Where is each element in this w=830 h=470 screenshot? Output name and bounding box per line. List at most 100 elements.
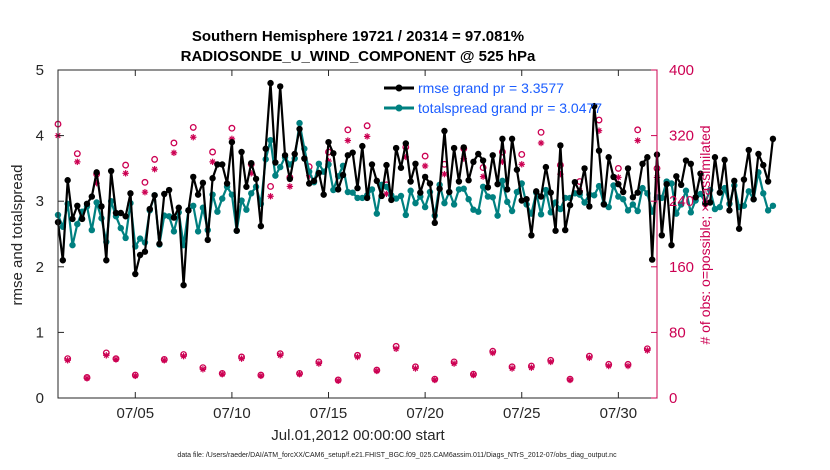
rmse-point (426, 180, 434, 187)
rmse-point (267, 79, 274, 87)
rmse-point (248, 159, 255, 167)
spread-point (272, 172, 279, 179)
obs-assimilated-marker (615, 174, 622, 181)
obs-possible-marker (518, 151, 526, 158)
obs-assimilated-marker (112, 356, 120, 363)
legend: rmse grand pr = 3.3577 totalspread grand… (384, 80, 602, 116)
obs-assimilated-stroke (296, 371, 303, 377)
obs-assimilated-stroke (441, 171, 448, 177)
obs-assimilated-marker (470, 371, 477, 379)
obs-assimilated-marker (644, 347, 651, 354)
rmse-point (552, 227, 559, 234)
spread-point (421, 203, 429, 211)
spread-point (595, 182, 603, 190)
rmse-point (431, 219, 438, 227)
spread-point (591, 192, 598, 199)
obs-assimilated-stroke (538, 140, 544, 146)
rmse-point (586, 203, 593, 210)
rmse-point (78, 215, 86, 223)
obs-assimilated-stroke (528, 364, 535, 371)
x-tick-label: 07/20 (406, 405, 444, 422)
rmse-point (663, 180, 670, 188)
rmse-point (156, 240, 163, 248)
obs-assimilated-stroke (64, 357, 71, 363)
spread-point (450, 201, 458, 208)
obs-assimilated-marker (586, 354, 593, 362)
rmse-point (731, 177, 738, 185)
obs-assimilated-marker (151, 166, 158, 173)
y-right-tick-label: 80 (669, 324, 686, 341)
rmse-point (334, 186, 342, 193)
rmse-point (161, 190, 168, 198)
obs-assimilated-stroke (432, 377, 438, 383)
obs-assimilated-stroke (470, 372, 477, 378)
rmse-point (537, 193, 545, 200)
obs-assimilated-marker (199, 366, 207, 373)
obs-assimilated-stroke (635, 137, 641, 144)
obs-assimilated-marker (103, 352, 110, 359)
rmse-point (417, 189, 424, 196)
obs-assimilated-stroke (374, 368, 380, 374)
y-tick-label: 1 (36, 324, 44, 341)
obs-assimilated-marker (431, 376, 438, 384)
rmse-point (373, 177, 381, 185)
obs-assimilated-stroke (180, 353, 187, 359)
obs-assimilated-stroke (606, 363, 612, 369)
rmse-point (412, 160, 419, 168)
rmse-point (668, 241, 675, 249)
rmse-point (465, 177, 472, 184)
obs-assimilated-marker (421, 162, 429, 170)
obs-possible-marker (141, 178, 149, 186)
spread-point (117, 224, 124, 232)
rmse-point (185, 207, 192, 214)
rmse-point (243, 183, 250, 190)
obs-assimilated-marker (277, 352, 284, 359)
obs-assimilated-marker (566, 376, 574, 384)
rmse-point (610, 173, 617, 181)
rmse-point (146, 205, 153, 213)
spread-point (170, 228, 178, 235)
rmse-point (103, 257, 110, 264)
legend-label-rmse: rmse grand pr = 3.3577 (418, 80, 564, 96)
rmse-point (291, 150, 298, 158)
rmse-point (615, 180, 622, 188)
spread-point (470, 206, 477, 213)
rmse-point (634, 189, 641, 196)
spread-point (687, 209, 695, 216)
y-right-tick-label: 240 (669, 193, 694, 210)
spread-point (494, 212, 501, 219)
footnote: data file: /Users/raeder/DAI/ATM_forcXX/… (177, 452, 617, 459)
rmse-point (513, 166, 521, 173)
rmse-point (692, 194, 699, 201)
rmse-point (238, 148, 245, 156)
rmse-point (528, 232, 535, 239)
spread-point (634, 207, 641, 215)
rmse-point (436, 185, 443, 192)
obs-assimilated-stroke (548, 359, 554, 365)
spread-point (682, 187, 690, 194)
obs-assimilated-stroke (277, 352, 283, 359)
rmse-point (339, 171, 347, 179)
obs-assimilated-marker (209, 158, 216, 166)
rmse-point (702, 200, 709, 208)
rmse-point (644, 154, 651, 161)
obs-possible-marker (363, 122, 371, 130)
obs-assimilated-stroke (335, 378, 341, 384)
spread-point (248, 190, 255, 197)
obs-assimilated-marker (83, 375, 91, 382)
obs-assimilated-stroke (393, 346, 399, 352)
rmse-point (98, 203, 105, 210)
spread-point (441, 199, 448, 207)
spread-point (243, 206, 250, 213)
spread-point (479, 183, 487, 190)
obs-assimilated-stroke (383, 191, 390, 197)
spread-point (412, 199, 419, 207)
obs-assimilated-stroke (190, 134, 196, 140)
rmse-point (233, 227, 240, 234)
rmse-point (286, 175, 294, 183)
rmse-point (421, 173, 429, 181)
spread-point (697, 190, 704, 198)
rmse-point (310, 177, 318, 185)
rmse-point (542, 163, 550, 171)
rmse-point (484, 184, 492, 191)
